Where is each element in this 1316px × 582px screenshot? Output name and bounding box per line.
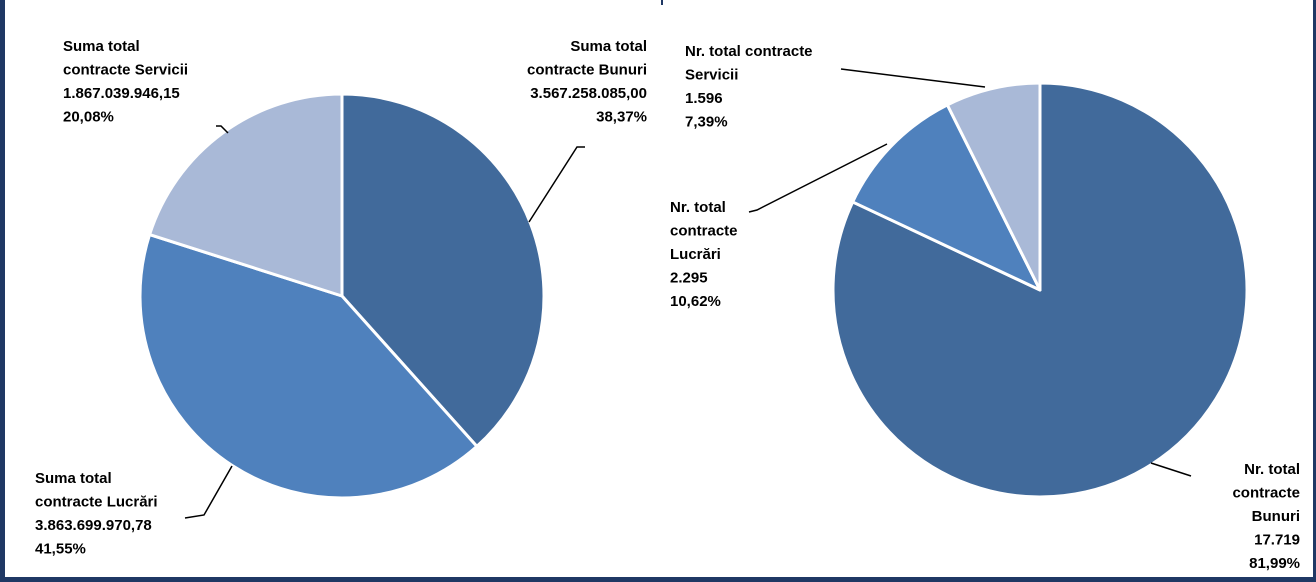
pie-chart-sum-panel: Suma total contracte Bunuri 3.567.258.085,… (5, 0, 661, 577)
pie1-data-label-lucrari-line: 41,55% (35, 541, 86, 558)
pie2-data-label-lucrari-line: contracte (670, 223, 738, 240)
pie2-leader-line-servicii (840, 68, 986, 88)
pie2-data-label-lucrari-line: 2.295 (670, 270, 708, 287)
pie2-data-label-lucrari: Nr. total contracte Lucrări 2.295 10,62% (670, 199, 738, 310)
pie1-data-label-servicii: Suma total contracte Servicii 1.867.039.94… (63, 38, 188, 126)
pie1-data-label-bunuri-line: 3.567.258.085,00 (530, 85, 647, 102)
pie1-leader-line-lucrari (184, 465, 233, 519)
pie1-data-label-bunuri-line: 38,37% (596, 109, 647, 126)
pie1-data-label-servicii-line: Suma total (63, 38, 140, 55)
pie2-data-label-servicii-line: Servicii (685, 67, 738, 84)
pie2-data-label-bunuri-line: 81,99% (1249, 555, 1300, 572)
pie2-data-label-bunuri-line: Bunuri (1252, 508, 1300, 525)
pie2-data-label-lucrari-line: 10,62% (670, 293, 721, 310)
pie-chart-count: Nr. total contracte Bunuri 17.719 81,99%Nr. … (670, 43, 1300, 572)
pie2-data-label-servicii-line: 7,39% (685, 114, 728, 131)
pie2-slice-servicii (945, 81, 1042, 292)
pie1-data-label-lucrari: Suma total contracte Lucrări 3.863.699.970… (35, 470, 158, 558)
pie1-data-label-lucrari-line: 3.863.699.970,78 (35, 517, 152, 534)
pie2-data-label-servicii: Nr. total contracte Servicii 1.596 7,39% (685, 43, 813, 131)
pie2-data-label-lucrari-line: Nr. total (670, 199, 726, 216)
pie1-slice-lucrari (138, 233, 479, 500)
pie2-leader-line-bunuri (1150, 462, 1192, 477)
pie2-data-label-bunuri: Nr. total contracte Bunuri 17.719 81,99% (1232, 461, 1300, 572)
pie1-data-label-bunuri-line: contracte Bunuri (527, 62, 647, 79)
pie1-data-label-servicii-line: 20,08% (63, 109, 114, 126)
pie-chart-count-panel: Nr. total contracte Bunuri 17.719 81,99% Nr. … (663, 0, 1313, 577)
pie2-leader-line-lucrari (748, 143, 888, 213)
pie2-data-label-lucrari-line: Lucrări (670, 246, 721, 263)
pie1-data-label-bunuri-line: Suma total (570, 38, 647, 55)
pie2-data-label-servicii-line: 1.596 (685, 90, 723, 107)
pie1-slice-servicii (148, 92, 344, 298)
pie1-data-label-bunuri: Suma total contracte Bunuri 3.567.258.085,… (527, 38, 647, 126)
pie2-slice-lucrari (851, 103, 1042, 292)
pie1-leader-line-bunuri (528, 146, 585, 223)
pie1-slice-bunuri (340, 92, 546, 448)
pie1-data-label-servicii-line: contracte Servicii (63, 62, 188, 79)
pie1-data-label-lucrari-line: contracte Lucrări (35, 494, 158, 511)
pie2-data-label-servicii-line: Nr. total contracte (685, 43, 813, 60)
pie-chart-sum: Suma total contracte Bunuri 3.567.258.085,… (35, 38, 647, 558)
pie1-leader-line-servicii (216, 125, 229, 134)
pie2-data-label-bunuri-line: Nr. total (1244, 461, 1300, 478)
pie1-data-label-lucrari-line: Suma total (35, 470, 112, 487)
pie2-data-label-bunuri-line: contracte (1232, 485, 1300, 502)
pie1-data-label-servicii-line: 1.867.039.946,15 (63, 85, 180, 102)
pie2-data-label-bunuri-line: 17.719 (1254, 532, 1300, 549)
